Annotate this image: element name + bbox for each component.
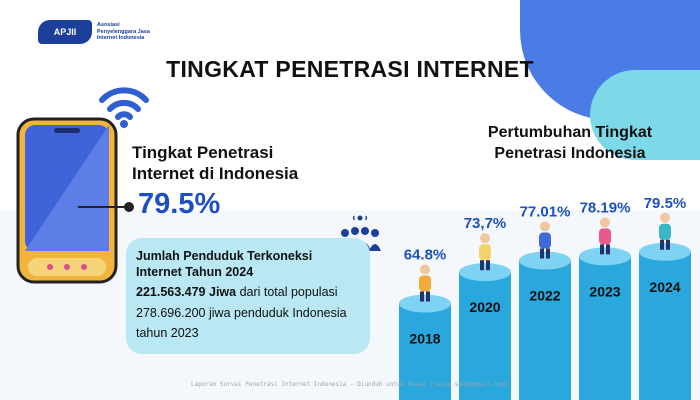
year-label-2020: 2020 [469, 299, 500, 315]
person-leg-icon [600, 244, 604, 255]
smartphone-icon [16, 117, 118, 284]
growth-bar-chart: 64.8% 2018 73,7% 2020 77.01% 2022 78.19% 2023 79… [399, 195, 691, 400]
person-leg-icon [420, 291, 424, 302]
person-head-icon [540, 221, 550, 232]
apjii-logo: APJII Asosiasi Penyelenggara Jasa Intern… [38, 20, 157, 44]
page-title: TINGKAT PENETRASI INTERNET [166, 56, 534, 82]
person-head-icon [480, 233, 490, 244]
person-body-icon [599, 228, 611, 245]
year-label-2022: 2022 [529, 288, 560, 304]
bar-top-2024 [639, 242, 691, 261]
bar-2024 [639, 251, 691, 400]
bar-2018 [399, 303, 451, 400]
value-label-2020: 73,7% [464, 215, 507, 232]
bar-top-2018 [399, 294, 451, 313]
bar-top-2022 [519, 251, 571, 270]
logo-text: Asosiasi Penyelenggara Jasa Internet Ind… [97, 22, 150, 42]
bar-2023 [579, 256, 631, 400]
penetration-label: Tingkat Penetrasi Internet di Indonesia [132, 143, 299, 183]
year-label-2018: 2018 [409, 331, 440, 347]
bar-2022 [519, 260, 571, 400]
person-head-icon [420, 264, 430, 275]
info-line-3: tahun 2023 [136, 326, 199, 340]
footer-note: Laporan Survei Penetrasi Internet Indone… [191, 381, 509, 388]
pointer-line [78, 206, 126, 208]
logo-mark: APJII [38, 20, 92, 44]
penetration-value: 79.5% [138, 188, 221, 220]
person-leg-icon [480, 260, 484, 271]
bar-top-2020 [459, 263, 511, 282]
person-body-icon [479, 244, 491, 261]
value-label-2022: 77.01% [520, 204, 571, 221]
person-leg-icon [540, 248, 544, 259]
info-line-1-rest: dari total populasi [236, 285, 338, 299]
person-body-icon [659, 223, 671, 240]
person-head-icon [600, 217, 610, 228]
value-label-2024: 79.5% [644, 195, 687, 212]
person-leg-icon [546, 248, 550, 259]
year-label-2023: 2023 [589, 283, 620, 299]
connected-count: 221.563.479 Jiwa [136, 285, 237, 299]
value-label-2018: 64.8% [404, 247, 447, 264]
person-leg-icon [426, 291, 430, 302]
info-line-2: 278.696.200 jiwa penduduk Indonesia [136, 306, 347, 320]
pointer-dot [124, 202, 134, 212]
person-leg-icon [660, 239, 664, 250]
bar-2020 [459, 272, 511, 400]
connected-population-box: Jumlah Penduduk Terkoneksi Internet Tahu… [126, 238, 370, 354]
person-head-icon [660, 212, 670, 223]
info-line-1: 221.563.479 Jiwa dari total populasi [136, 282, 360, 303]
person-body-icon [419, 275, 431, 292]
decorative-blob [590, 70, 700, 160]
person-leg-icon [666, 239, 670, 250]
person-body-icon [539, 232, 551, 249]
person-leg-icon [486, 260, 490, 271]
bar-top-2023 [579, 247, 631, 266]
wifi-icon [99, 87, 149, 128]
year-label-2024: 2024 [649, 279, 680, 295]
growth-chart-title: Pertumbuhan Tingkat Penetrasi Indonesia [487, 124, 653, 162]
person-leg-icon [606, 244, 610, 255]
info-title: Jumlah Penduduk Terkoneksi Internet Tahu… [136, 249, 313, 279]
value-label-2023: 78.19% [580, 199, 631, 216]
